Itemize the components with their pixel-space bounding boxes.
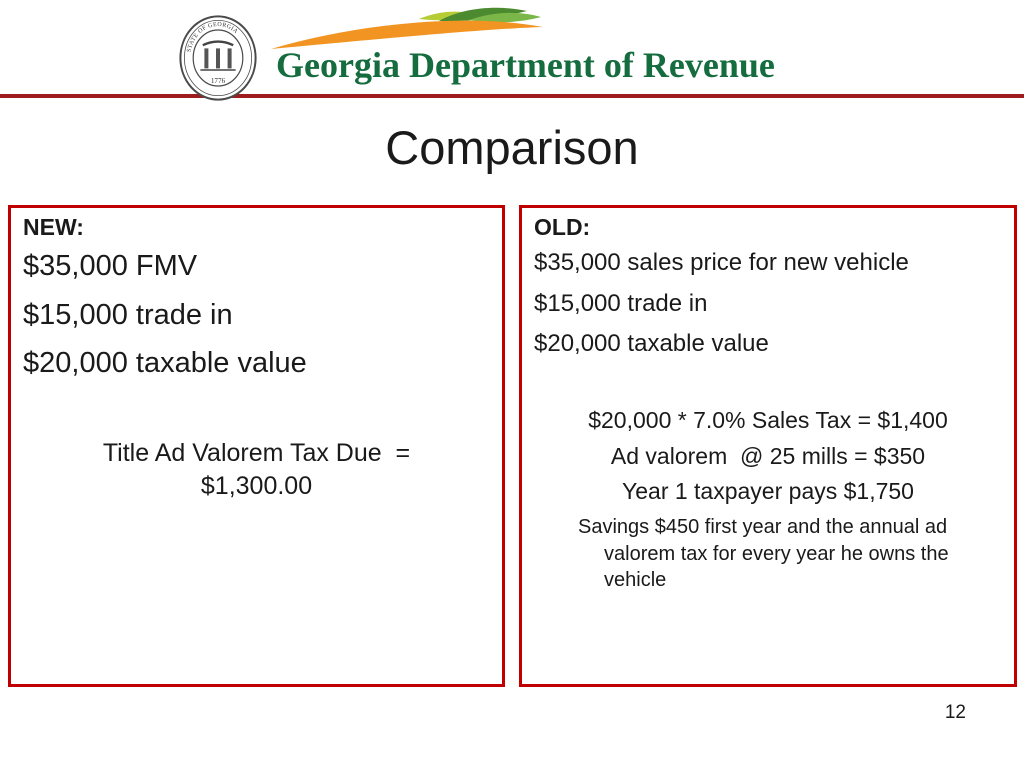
seal-year: 1776 (211, 77, 226, 85)
ad-valorem-line: Ad valorem @ 25 mills = $350 (610, 442, 926, 469)
new-comparison-box: NEW: $35,000 FMV $15,000 trade in $20,00… (8, 205, 505, 687)
new-box-heading: NEW: (23, 214, 84, 240)
new-box-line-trade-in: $15,000 trade in (23, 298, 233, 331)
old-comparison-box: OLD: $35,000 sales price for new vehicle… (519, 205, 1017, 687)
org-name-title: Georgia Department of Revenue (276, 45, 775, 85)
header-divider (0, 94, 1024, 98)
old-box-heading: OLD: (534, 214, 591, 240)
leaf-swoosh-icon (268, 5, 550, 51)
new-box-line-fmv: $35,000 FMV (23, 249, 198, 282)
old-box-calculations: $20,000 * 7.0% Sales Tax = $1,400 Ad val… (534, 407, 1002, 506)
tavt-due-label: Title Ad Valorem Tax Due = (102, 439, 411, 468)
savings-note: Savings $450 first year and the annual a… (578, 515, 949, 592)
tavt-due-amount: $1,300.00 (200, 471, 313, 500)
sales-tax-line: $20,000 * 7.0% Sales Tax = $1,400 (588, 407, 948, 434)
year1-total-line: Year 1 taxpayer pays $1,750 (622, 478, 914, 505)
page-number: 12 (944, 702, 966, 723)
new-box-line-taxable-value: $20,000 taxable value (23, 347, 307, 380)
georgia-state-seal-icon: STATE OF GEORGIA 1776 (178, 13, 258, 103)
old-box-line-sales-price: $35,000 sales price for new vehicle (534, 248, 909, 276)
slide-title: Comparison (385, 121, 639, 174)
old-box-line-taxable-value: $20,000 taxable value (534, 330, 769, 358)
tavt-result: Title Ad Valorem Tax Due = $1,300.00 (23, 437, 490, 502)
old-box-line-trade-in: $15,000 trade in (534, 289, 708, 317)
